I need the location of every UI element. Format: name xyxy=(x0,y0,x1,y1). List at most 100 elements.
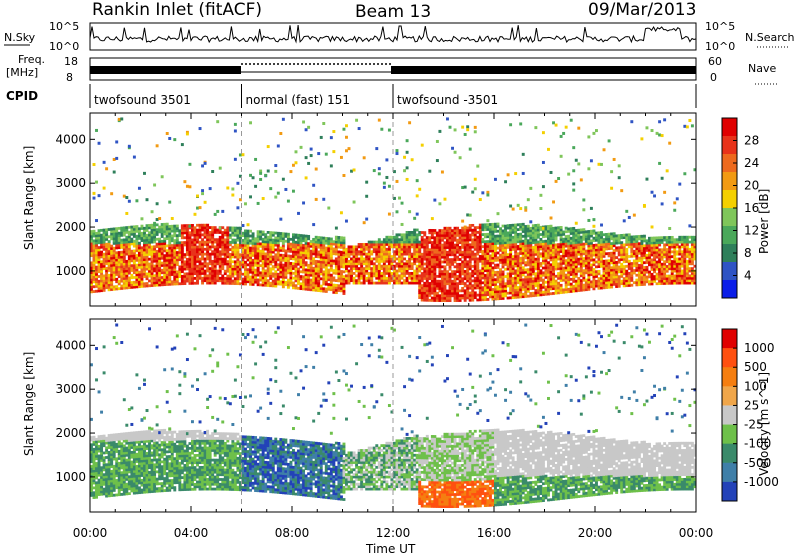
heatmap-cell xyxy=(509,252,513,256)
heatmap-cell xyxy=(112,278,116,281)
heatmap-cell xyxy=(557,262,561,266)
heatmap-cell xyxy=(264,259,268,263)
heatmap-cell xyxy=(476,235,480,239)
heatmap-cell xyxy=(496,297,500,301)
heatmap-cell xyxy=(385,279,389,283)
heatmap-cell xyxy=(226,226,230,230)
heatmap-cell xyxy=(223,262,227,266)
heatmap-cell xyxy=(299,251,303,254)
heatmap-cell xyxy=(536,243,540,246)
heatmap-cell xyxy=(269,269,273,273)
heatmap-cell xyxy=(531,229,535,232)
heatmap-cell xyxy=(125,243,129,246)
heatmap-cell xyxy=(486,264,490,268)
heatmap-cell xyxy=(446,255,449,259)
heatmap-cell xyxy=(559,250,563,253)
heatmap-cell xyxy=(456,275,460,278)
heatmap-cell xyxy=(226,277,230,280)
heatmap-cell xyxy=(393,170,396,174)
heatmap-cell xyxy=(607,237,611,241)
heatmap-cell xyxy=(584,249,588,253)
heatmap-cell xyxy=(112,256,116,260)
freq-unit-label: [MHz] xyxy=(6,66,38,79)
heatmap-cell xyxy=(433,291,437,295)
heatmap-cell xyxy=(261,237,265,241)
heatmap-cell xyxy=(188,253,192,256)
heatmap-cell xyxy=(347,279,351,283)
heatmap-cell xyxy=(390,245,394,249)
heatmap-cell xyxy=(605,278,609,282)
heatmap-cell xyxy=(155,269,159,273)
heatmap-cell xyxy=(504,263,508,266)
heatmap-cell xyxy=(90,280,93,284)
heatmap-cell xyxy=(597,260,601,264)
heatmap-cell xyxy=(259,237,263,241)
heatmap-cell xyxy=(312,247,316,251)
heatmap-cell xyxy=(536,257,540,261)
heatmap-cell xyxy=(387,235,391,239)
heatmap-cell xyxy=(309,273,313,277)
heatmap-cell xyxy=(228,228,232,232)
heatmap-cell xyxy=(577,162,581,166)
heatmap-cell xyxy=(329,261,333,265)
heatmap-cell xyxy=(446,279,449,283)
heatmap-cell xyxy=(554,231,558,235)
heatmap-cell xyxy=(183,226,187,230)
heatmap-cell xyxy=(140,253,144,257)
heatmap-cell xyxy=(132,264,136,267)
heatmap-cell xyxy=(382,262,386,266)
heatmap-cell xyxy=(193,257,197,261)
heatmap-cell xyxy=(557,281,561,285)
heatmap-cell xyxy=(117,282,121,286)
heatmap-cell xyxy=(352,168,356,172)
power-heatmap xyxy=(90,113,697,306)
heatmap-cell xyxy=(438,279,442,283)
heatmap-cell xyxy=(160,280,164,284)
heatmap-cell xyxy=(496,246,500,250)
heatmap-cell xyxy=(269,243,273,247)
heatmap-cell xyxy=(165,275,169,279)
heatmap-cell xyxy=(307,244,311,248)
heatmap-cell xyxy=(276,275,280,279)
heatmap-cell xyxy=(377,172,381,176)
heatmap-cell xyxy=(541,232,545,236)
heatmap-cell xyxy=(322,241,326,245)
heatmap-cell xyxy=(143,241,146,245)
heatmap-cell xyxy=(541,261,545,265)
heatmap-cell xyxy=(228,233,232,237)
heatmap-cell xyxy=(233,250,237,254)
heatmap-cell xyxy=(521,280,525,284)
heatmap-cell xyxy=(552,251,555,254)
heatmap-cell xyxy=(284,263,288,267)
heatmap-cell xyxy=(342,241,346,245)
heatmap-cell xyxy=(486,190,490,194)
heatmap-cell xyxy=(130,273,134,277)
heatmap-cell xyxy=(110,247,114,250)
heatmap-cell xyxy=(115,265,119,269)
heatmap-cell xyxy=(554,291,558,295)
heatmap-cell xyxy=(468,296,472,300)
heatmap-cell xyxy=(185,274,189,278)
heatmap-cell xyxy=(170,261,174,264)
heatmap-cell xyxy=(208,240,212,244)
heatmap-cell xyxy=(534,252,538,256)
heatmap-cell xyxy=(506,258,510,261)
heatmap-cell xyxy=(577,231,581,235)
heatmap-cell xyxy=(261,254,265,258)
heatmap-cell xyxy=(398,267,401,270)
heatmap-cell xyxy=(140,270,144,274)
heatmap-cell xyxy=(314,267,318,270)
heatmap-cell xyxy=(350,250,353,254)
heatmap-cell xyxy=(443,255,447,259)
heatmap-cell xyxy=(446,263,449,266)
heatmap-cell xyxy=(501,239,505,242)
heatmap-cell xyxy=(355,269,359,273)
heatmap-cell xyxy=(610,266,614,270)
heatmap-cell xyxy=(587,283,591,286)
heatmap-cell xyxy=(564,264,568,267)
heatmap-cell xyxy=(564,273,568,277)
heatmap-cell xyxy=(554,226,558,230)
heatmap-cell xyxy=(185,243,189,247)
heatmap-cell xyxy=(612,266,616,269)
heatmap-cell xyxy=(312,266,316,270)
